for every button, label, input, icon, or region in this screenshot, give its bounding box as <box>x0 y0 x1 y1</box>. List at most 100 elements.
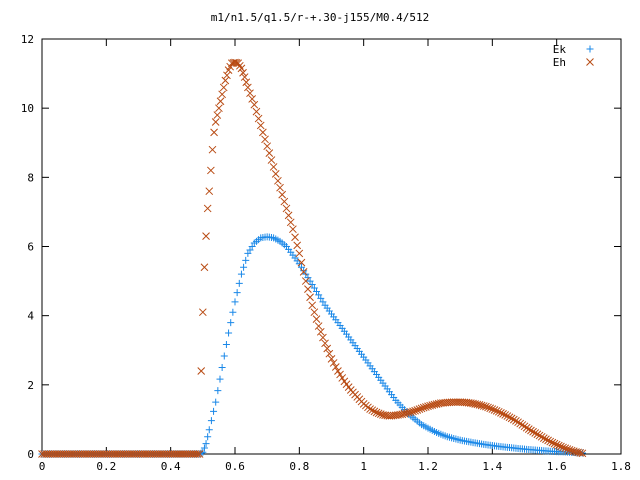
data-point <box>195 450 204 458</box>
data-point <box>299 268 308 276</box>
data-point <box>211 118 220 126</box>
data-point <box>542 435 550 444</box>
data-point <box>512 417 520 425</box>
data-point <box>200 444 208 452</box>
data-point <box>488 405 497 413</box>
data-point <box>554 441 563 450</box>
data-point <box>248 95 257 103</box>
data-point <box>321 339 329 348</box>
x-tick-label: 0.2 <box>96 460 116 473</box>
data-point <box>227 319 235 327</box>
data-point <box>569 447 578 456</box>
y-tick-label: 6 <box>27 241 34 254</box>
data-point <box>246 89 254 98</box>
data-point <box>193 450 202 458</box>
data-point <box>252 107 261 116</box>
data-point <box>289 225 297 234</box>
data-point <box>578 449 587 458</box>
data-point <box>240 73 249 81</box>
x-tick-label: 0.4 <box>161 460 181 473</box>
x-tick-label: 1.6 <box>547 460 567 473</box>
data-point <box>561 444 570 453</box>
data-point <box>231 58 239 67</box>
data-point <box>336 370 344 379</box>
data-point <box>219 83 228 92</box>
data-point <box>563 445 572 453</box>
data-point <box>205 426 213 434</box>
data-point <box>531 429 540 437</box>
data-point <box>316 327 325 336</box>
data-point <box>482 402 490 411</box>
data-point <box>244 83 252 92</box>
data-point <box>319 333 327 342</box>
data-point <box>216 375 224 383</box>
data-point <box>256 121 265 130</box>
legend-marker-eh <box>586 58 594 66</box>
data-point <box>552 440 561 449</box>
y-tick-label: 12 <box>21 33 34 46</box>
x-tick-label: 1.8 <box>611 460 631 473</box>
data-point <box>215 104 223 113</box>
data-point <box>214 387 222 395</box>
data-point <box>372 408 381 417</box>
data-point <box>267 156 276 164</box>
data-point <box>233 289 241 297</box>
data-point <box>314 322 323 330</box>
data-point <box>242 256 250 264</box>
data-point <box>475 401 484 409</box>
data-point <box>199 448 207 456</box>
data-point <box>514 418 522 427</box>
data-point <box>280 197 289 206</box>
data-point <box>259 128 267 137</box>
data-point <box>301 277 310 285</box>
data-point <box>274 176 282 185</box>
data-point <box>507 414 516 423</box>
series-eh <box>38 58 587 458</box>
x-tick-label: 1.4 <box>482 460 502 473</box>
data-point <box>218 90 226 99</box>
y-tick-label: 10 <box>21 102 34 115</box>
data-point <box>518 421 527 429</box>
data-point <box>520 422 529 431</box>
data-point <box>509 415 518 424</box>
data-point <box>297 258 306 267</box>
data-point <box>202 232 210 240</box>
data-point <box>535 431 544 440</box>
data-point <box>225 329 233 337</box>
x-tick-label: 1 <box>360 460 367 473</box>
data-point <box>557 442 565 451</box>
data-point <box>207 166 215 175</box>
data-point <box>200 263 209 272</box>
data-point <box>479 402 488 410</box>
data-point <box>265 149 274 157</box>
data-point <box>486 404 495 413</box>
data-point <box>323 344 332 353</box>
data-point <box>261 135 269 144</box>
data-point <box>398 410 407 419</box>
data-point <box>376 410 385 418</box>
data-point <box>366 405 374 413</box>
data-point <box>424 402 432 411</box>
chart-title: m1/n1.5/q1.5/r-+.30-j155/M0.4/512 <box>211 11 430 24</box>
data-point <box>312 315 321 323</box>
data-point <box>331 363 340 371</box>
data-point <box>492 407 501 415</box>
data-point <box>278 190 287 199</box>
data-point <box>522 423 531 432</box>
data-point <box>546 437 555 446</box>
data-point <box>291 233 299 242</box>
y-tick-label: 4 <box>27 310 34 323</box>
data-point <box>310 308 319 317</box>
data-point <box>419 403 428 412</box>
y-tick-label: 8 <box>27 171 34 184</box>
data-point <box>550 439 559 448</box>
x-tick-label: 0 <box>39 460 46 473</box>
data-point <box>370 407 379 416</box>
data-point <box>197 367 206 375</box>
data-point <box>207 417 215 425</box>
x-tick-label: 0.6 <box>225 460 245 473</box>
data-point <box>204 433 212 441</box>
data-point <box>222 340 230 348</box>
data-point <box>203 204 212 213</box>
data-point <box>237 270 245 278</box>
